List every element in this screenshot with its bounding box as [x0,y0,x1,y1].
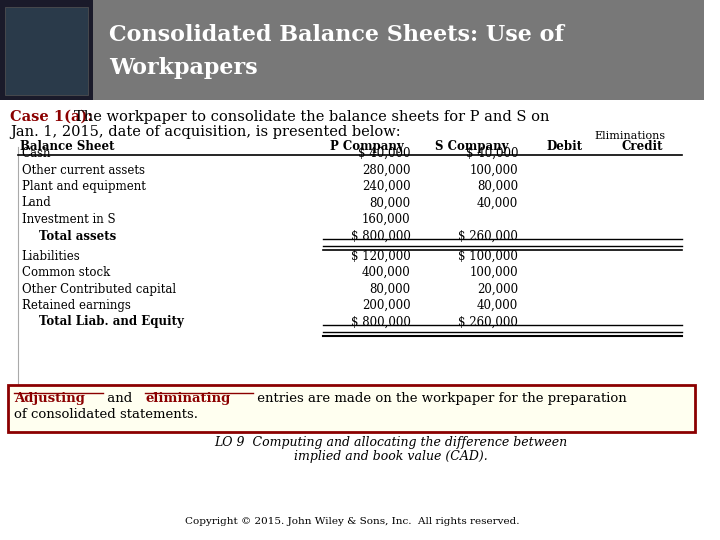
Text: Total Liab. and Equity: Total Liab. and Equity [39,315,184,328]
Text: Common stock: Common stock [22,266,109,279]
Text: 80,000: 80,000 [369,197,410,210]
Text: Cash: Cash [22,147,51,160]
Text: Debit: Debit [546,140,582,153]
Text: S Company: S Company [435,140,508,153]
Text: and: and [103,392,137,405]
Text: $ 800,000: $ 800,000 [351,230,410,242]
Text: $ 40,000: $ 40,000 [358,147,410,160]
Text: 40,000: 40,000 [477,299,518,312]
Text: 80,000: 80,000 [477,180,518,193]
Text: $ 40,000: $ 40,000 [466,147,518,160]
Text: Total assets: Total assets [39,230,117,242]
Text: 100,000: 100,000 [469,266,518,279]
Text: Land: Land [22,197,51,210]
Text: Liabilities: Liabilities [22,249,80,262]
Text: LO 9  Computing and allocating the difference between: LO 9 Computing and allocating the differ… [215,436,567,449]
Text: eliminating: eliminating [145,392,230,405]
Text: Plant and equipment: Plant and equipment [22,180,145,193]
Text: Copyright © 2015. John Wiley & Sons, Inc.  All rights reserved.: Copyright © 2015. John Wiley & Sons, Inc… [184,517,519,526]
Text: Workpapers: Workpapers [109,57,258,79]
Text: implied and book value (CAD).: implied and book value (CAD). [294,450,488,463]
Text: $ 260,000: $ 260,000 [458,230,518,242]
Text: 20,000: 20,000 [477,282,518,295]
Bar [8,385,695,432]
Text: 40,000: 40,000 [477,197,518,210]
Text: 200,000: 200,000 [362,299,410,312]
Text: 400,000: 400,000 [361,266,410,279]
Text: Credit: Credit [622,140,663,153]
Text: The workpaper to consolidate the balance sheets for P and S on: The workpaper to consolidate the balance… [74,110,550,124]
Text: Investment in S: Investment in S [22,213,115,226]
Text: 100,000: 100,000 [469,164,518,177]
Text: 280,000: 280,000 [362,164,410,177]
Text: $ 120,000: $ 120,000 [351,249,410,262]
Text: P Company: P Company [330,140,403,153]
Text: of consolidated statements.: of consolidated statements. [14,408,198,421]
Text: $ 100,000: $ 100,000 [458,249,518,262]
Text: Case 1(a):: Case 1(a): [10,110,93,124]
Text: Other current assets: Other current assets [22,164,145,177]
Bar [0,0,93,100]
Text: Retained earnings: Retained earnings [22,299,130,312]
Text: Jan. 1, 2015, date of acquisition, is presented below:: Jan. 1, 2015, date of acquisition, is pr… [10,125,400,139]
Text: 240,000: 240,000 [362,180,410,193]
Text: $ 260,000: $ 260,000 [458,315,518,328]
Text: Eliminations: Eliminations [595,131,666,141]
Text: 160,000: 160,000 [362,213,410,226]
Bar [5,7,88,95]
Text: Other Contributed capital: Other Contributed capital [22,282,176,295]
Bar [0,0,703,100]
Text: 80,000: 80,000 [369,282,410,295]
Text: Balance Sheet: Balance Sheet [19,140,114,153]
Text: Consolidated Balance Sheets: Use of: Consolidated Balance Sheets: Use of [109,24,564,46]
Bar [0,100,703,540]
Text: $ 800,000: $ 800,000 [351,315,410,328]
Text: Adjusting: Adjusting [14,392,84,405]
Text: entries are made on the workpaper for the preparation: entries are made on the workpaper for th… [253,392,626,405]
